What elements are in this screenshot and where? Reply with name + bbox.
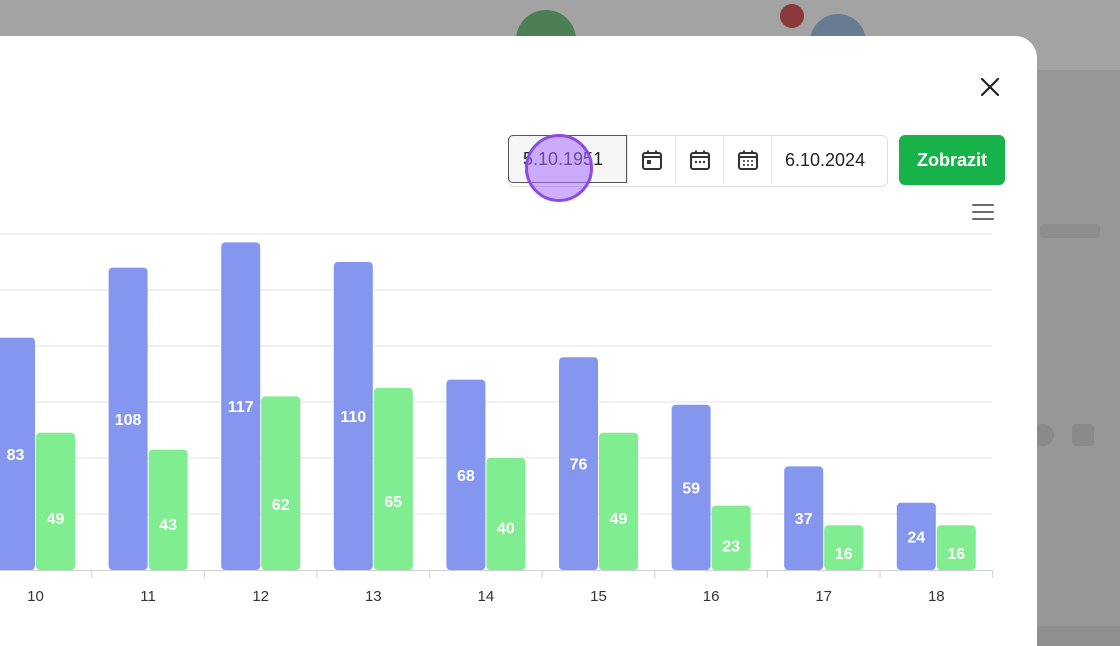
data-label: 68 [457, 468, 475, 485]
data-label: 37 [795, 511, 813, 528]
calendar-month-button[interactable] [675, 136, 723, 184]
data-label: 65 [384, 494, 402, 511]
close-button[interactable] [972, 73, 1008, 101]
bar-series-2 [599, 432, 638, 570]
data-label: 108 [115, 412, 142, 429]
bar-series-2 [486, 458, 526, 570]
x-tick-label: 15 [590, 588, 607, 605]
background-notification-badge [780, 4, 804, 28]
bar-series-1 [0, 337, 35, 570]
background-text-line [1040, 224, 1100, 238]
bar-series-1 [559, 357, 598, 570]
x-tick-label: 12 [252, 588, 269, 605]
x-tick-label: 16 [703, 588, 720, 605]
calendar-year-icon [737, 150, 758, 170]
bar-series-2 [936, 525, 976, 570]
background-icon [1032, 424, 1054, 446]
bar-series-1 [671, 404, 711, 570]
calendar-year-button[interactable] [723, 136, 771, 184]
data-label: 110 [340, 409, 366, 426]
bar-series-2 [148, 449, 188, 570]
bar-series-1 [446, 379, 486, 570]
close-icon [980, 77, 1000, 97]
bar-series-2 [711, 505, 751, 570]
bar-series-1 [784, 466, 824, 570]
data-label: 16 [947, 546, 965, 563]
x-tick-label: 11 [140, 588, 156, 605]
data-label: 40 [497, 520, 515, 537]
bar-series-1 [896, 502, 936, 570]
bar-series-2 [36, 432, 75, 570]
bar-chart: 10 83 49 11 108 43 12 117 62 13 110 65 14 68 40 15 76 49 1… [0, 233, 994, 605]
bar-series-2 [373, 388, 413, 570]
x-tick-label: 17 [815, 588, 832, 605]
calendar-day-button[interactable] [627, 136, 675, 184]
data-label: 23 [722, 539, 740, 556]
data-label: 43 [159, 517, 177, 534]
x-tick-label: 18 [928, 588, 945, 605]
data-label: 59 [682, 480, 700, 497]
date-to-field[interactable]: 6.10.2024 [771, 136, 887, 184]
data-label: 49 [47, 511, 65, 528]
data-label: 49 [610, 511, 628, 528]
data-label: 24 [907, 529, 925, 546]
background-icon [1072, 424, 1094, 446]
x-tick-label: 13 [365, 588, 382, 605]
data-label: 76 [570, 457, 588, 474]
bar-series-1 [108, 267, 148, 570]
x-tick-label: 10 [27, 588, 44, 605]
bar-series-2 [261, 396, 301, 570]
calendar-month-icon [689, 150, 710, 170]
chart-modal: 6.10.2024 Zobrazit 108349111084312117621… [0, 36, 1037, 646]
data-label: 83 [7, 447, 25, 464]
bar-series-2 [824, 525, 864, 570]
data-label: 62 [272, 497, 290, 514]
chart-menu-button[interactable] [970, 202, 996, 222]
x-tick-label: 14 [478, 588, 495, 605]
calendar-day-icon [641, 150, 662, 170]
bar-series-1 [221, 242, 261, 570]
hamburger-menu-icon [972, 204, 994, 206]
bar-series-1 [333, 262, 373, 570]
data-label: 117 [228, 399, 254, 416]
background-side-panel [1037, 70, 1120, 626]
show-button[interactable]: Zobrazit [899, 135, 1005, 185]
data-label: 16 [835, 546, 853, 563]
